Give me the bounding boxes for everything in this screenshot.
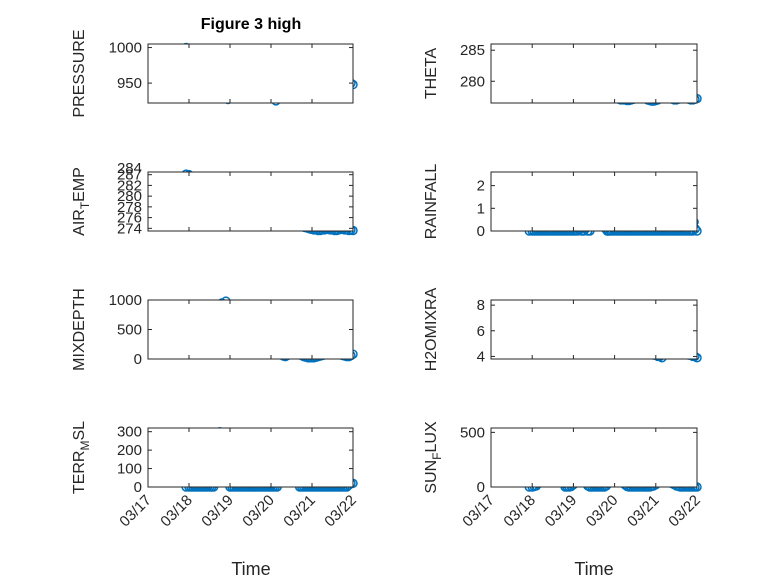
y-tick-label: 274 xyxy=(117,220,142,237)
y-tick-label: 278 xyxy=(117,199,142,216)
subplot-pressure: 950 1000 PRESSURE xyxy=(71,29,358,118)
axes-frame xyxy=(490,299,698,360)
y-tick-label: 300 xyxy=(117,424,142,441)
axes-frame xyxy=(490,171,698,232)
y-tick-label: 0 xyxy=(477,223,485,240)
y-axis-label: RAINFALL xyxy=(423,164,440,240)
x-tick-label: 03/18 xyxy=(157,492,196,531)
x-tick-label: 03/22 xyxy=(321,492,360,531)
axes-frame xyxy=(147,427,354,488)
x-tick-label: 03/17 xyxy=(459,492,498,531)
x-axis-label-left: Time xyxy=(231,559,270,579)
y-axis-label: MIXDEPTH xyxy=(71,288,88,371)
axes-frame xyxy=(490,427,698,488)
y-tick-label: 6 xyxy=(477,323,485,340)
y-tick-label: 287 xyxy=(117,167,142,184)
y-tick-label: 1000 xyxy=(109,40,142,57)
axes-frame xyxy=(147,43,354,104)
y-tick-label: 284 xyxy=(117,160,142,177)
y-tick-label: 0 xyxy=(134,351,142,368)
x-tick-label: 03/21 xyxy=(624,492,663,531)
axes-frame xyxy=(147,299,354,360)
y-axis-label: AIRTEMP xyxy=(71,167,92,236)
y-tick-label: 276 xyxy=(117,210,142,227)
y-tick-label: 500 xyxy=(117,322,142,339)
x-tick-label: 03/19 xyxy=(198,492,237,531)
figure-title: Figure 3 high xyxy=(201,16,301,33)
subplot-mixdepth: 0 500 1000 MIXDEPTH xyxy=(71,288,358,371)
x-axis-label-right: Time xyxy=(574,559,613,579)
axes-frame xyxy=(147,171,354,232)
y-tick-label: 200 xyxy=(117,442,142,459)
y-axis-label: THETA xyxy=(423,48,440,100)
x-tick-label: 03/21 xyxy=(280,492,319,531)
x-tick-label: 03/20 xyxy=(583,492,622,531)
x-tick-label: 03/19 xyxy=(542,492,581,531)
x-tick-label: 03/22 xyxy=(665,492,704,531)
y-axis-label: H2OMIXRA xyxy=(423,287,440,371)
y-tick-label: 0 xyxy=(477,479,485,496)
x-tick-label: 03/18 xyxy=(500,492,539,531)
x-tick-label: 03/20 xyxy=(239,492,278,531)
y-tick-label: 280 xyxy=(460,73,485,90)
y-tick-label: 8 xyxy=(477,297,485,314)
y-tick-label: 1000 xyxy=(109,292,142,309)
subplot-sun-flux: 03/17 03/18 03/19 03/20 03/21 03/22 0 500 SUNFLU… xyxy=(423,421,704,530)
y-tick-label: 280 xyxy=(117,188,142,205)
y-tick-label: 4 xyxy=(477,348,485,365)
y-tick-label: 500 xyxy=(460,424,485,441)
y-tick-label: 100 xyxy=(117,461,142,478)
y-tick-label: 2 xyxy=(477,178,485,195)
subplot-theta: 280 285 THETA xyxy=(423,42,702,106)
y-tick-label: 285 xyxy=(460,42,485,59)
y-tick-label: 950 xyxy=(117,75,142,92)
subplot-rainfall: 0 1 2 RAINFALL xyxy=(423,164,702,240)
y-axis-label: SUNFLUX xyxy=(423,421,444,494)
y-axis-label: PRESSURE xyxy=(71,29,88,117)
y-axis-label: TERRMSL xyxy=(71,421,92,494)
y-tick-label: 1 xyxy=(477,200,485,217)
y-tick-label: 282 xyxy=(117,177,142,194)
y-tick-label: 0 xyxy=(134,479,142,496)
subplot-h2omixra: 4 6 8 H2OMIXRA xyxy=(423,287,702,371)
axes-frame xyxy=(490,43,698,104)
x-tick-label: 03/17 xyxy=(116,492,155,531)
